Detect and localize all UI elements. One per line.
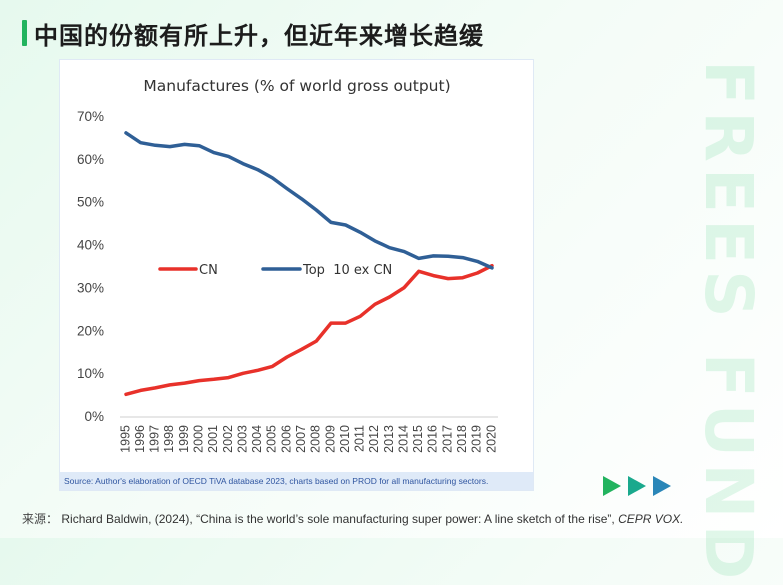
x-tick-label: 2017: [440, 425, 454, 453]
x-tick-label: 1999: [177, 425, 191, 453]
citation-text: Richard Baldwin, (2024), “China is the w…: [61, 512, 619, 526]
chart-source-note: Source: Author's elaboration of OECD TiV…: [60, 472, 533, 490]
x-tick-label: 2000: [191, 425, 205, 453]
x-tick-label: 2006: [279, 425, 293, 453]
x-tick-label: 2010: [338, 425, 352, 453]
series-line-top-10-ex-cn: [124, 131, 494, 270]
legend-label: CN: [199, 263, 218, 278]
y-tick-label: 20%: [77, 323, 104, 338]
x-tick-label: 1998: [162, 425, 176, 453]
x-tick-label: 2013: [382, 425, 396, 453]
y-tick-label: 60%: [77, 152, 104, 167]
series-line-cn: [124, 263, 494, 397]
citation-label: 来源：: [22, 512, 59, 526]
chart-title: Manufactures (% of world gross output): [143, 77, 450, 95]
chart-container: Manufactures (% of world gross output) 0…: [59, 59, 534, 491]
citation-publication: CEPR VOX.: [618, 512, 684, 526]
x-tick-label: 2019: [470, 425, 484, 453]
x-tick-label: 2001: [206, 425, 220, 453]
watermark-logo: FREES FUND: [690, 60, 767, 585]
citation: 来源： Richard Baldwin, (2024), “China is t…: [22, 510, 683, 527]
decorative-arrows: [603, 476, 678, 498]
y-tick-label: 50%: [77, 195, 104, 210]
legend-label: Top 10 ex CN: [302, 263, 392, 278]
x-tick-label: 2016: [426, 425, 440, 453]
y-tick-label: 30%: [77, 280, 104, 295]
y-tick-label: 0%: [84, 409, 104, 424]
y-tick-label: 70%: [77, 109, 104, 124]
x-tick-label: 2015: [411, 425, 425, 453]
x-tick-label: 2020: [484, 425, 498, 453]
line-chart: Manufactures (% of world gross output) 0…: [77, 77, 498, 453]
x-tick-label: 2004: [250, 425, 264, 453]
y-tick-label: 10%: [77, 366, 104, 381]
page-title: 中国的份额有所上升，但近年来增长趋缓: [34, 22, 484, 50]
x-tick-label: 2012: [367, 425, 381, 453]
play-arrow-icon: [628, 476, 646, 496]
x-tick-label: 2018: [455, 425, 469, 453]
x-tick-label: 2014: [396, 425, 410, 453]
title-accent-bar: [22, 20, 27, 46]
x-tick-label: 2002: [221, 425, 235, 453]
x-tick-label: 2003: [235, 425, 249, 453]
x-tick-label: 2007: [294, 425, 308, 453]
x-tick-label: 1996: [133, 425, 147, 453]
x-tick-label: 2009: [323, 425, 337, 453]
play-arrow-icon: [603, 476, 621, 496]
play-arrow-icon: [653, 476, 671, 496]
x-tick-label: 2005: [265, 425, 279, 453]
x-tick-label: 1997: [148, 425, 162, 453]
x-tick-label: 2011: [353, 425, 367, 452]
x-tick-label: 1995: [118, 425, 132, 453]
y-tick-label: 40%: [77, 238, 104, 253]
x-tick-label: 2008: [309, 425, 323, 453]
